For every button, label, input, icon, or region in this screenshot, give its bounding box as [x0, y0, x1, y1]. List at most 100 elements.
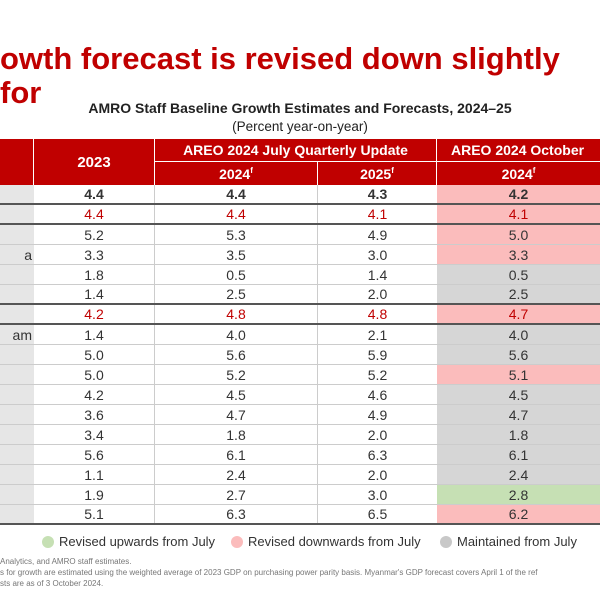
- cell-july-2025: 6.5: [367, 506, 388, 522]
- cell-july-2025: 4.1: [367, 206, 388, 222]
- cell-july-2024: 4.7: [155, 405, 318, 424]
- cell-july-2025: 1.4: [367, 266, 388, 283]
- slide-title: owth forecast is revised down slightly f…: [0, 41, 560, 110]
- cell-july-2024: 6.3: [155, 505, 318, 523]
- table-title: AMRO Staff Baseline Growth Estimates and…: [88, 100, 512, 116]
- cell-july-2025: 4.3: [367, 186, 388, 202]
- table-row: 4.4 4.4 4.3 4.2: [0, 185, 600, 205]
- row-label: [0, 405, 34, 424]
- cell-oct-2024: 4.0: [437, 325, 600, 344]
- cell-oct-2024: 1.8: [437, 425, 600, 444]
- cell-oct-2024: 2.8: [437, 485, 600, 504]
- cell-july-2025: 2.0: [367, 426, 388, 443]
- header-label-cell: [0, 139, 34, 185]
- row-label: [0, 445, 34, 464]
- cell-july-2025: 2.0: [367, 286, 388, 302]
- pink-dot-icon: [231, 535, 243, 548]
- row-label: [0, 505, 34, 523]
- cell-2023: 5.1: [34, 505, 155, 523]
- cell-oct-2024: 4.7: [437, 305, 600, 323]
- cell-oct-2024: 0.5: [437, 265, 600, 284]
- table-row: 5.1 6.3 6.5 6.2: [0, 505, 600, 525]
- cell-july-2025: 5.2: [367, 366, 388, 383]
- cell-july-2024: 4.8: [155, 305, 318, 323]
- row-label: [0, 465, 34, 484]
- cell-oct-2024: 4.2: [437, 185, 600, 203]
- cell-july-2024: 5.3: [155, 225, 318, 244]
- cell-oct-2024: 3.3: [437, 245, 600, 264]
- legend-same: Maintained from July: [440, 534, 577, 549]
- table-row: am 1.4 4.0 2.1 4.0: [0, 325, 600, 345]
- row-label: [0, 205, 34, 223]
- table-row: a 3.3 3.5 3.0 3.3: [0, 245, 600, 265]
- legend-same-label: Maintained from July: [457, 534, 577, 549]
- cell-july-2025: 4.9: [367, 406, 388, 423]
- cell-july-2024: 2.4: [155, 465, 318, 484]
- legend-up-label: Revised upwards from July: [59, 534, 216, 549]
- cell-july-2024: 4.0: [155, 325, 318, 344]
- green-dot-icon: [42, 535, 54, 548]
- footnote-source: Analytics, and AMRO staff estimates.: [0, 557, 132, 566]
- cell-july-2024: 2.7: [155, 485, 318, 504]
- cell-july-2025: 2.0: [367, 466, 388, 483]
- footnote-date: sts are as of 3 October 2024.: [0, 579, 104, 588]
- table-row: 1.4 2.5 2.0 2.5: [0, 285, 600, 305]
- cell-2023: 1.1: [34, 465, 155, 484]
- header-july-2025: 2025 f: [318, 162, 437, 185]
- cell-2023: 1.9: [34, 485, 155, 504]
- cell-2023: 3.3: [34, 245, 155, 264]
- cell-oct-2024: 6.1: [437, 445, 600, 464]
- cell-july-2025: 6.3: [367, 446, 388, 463]
- header-oct-2024: 2024 f: [437, 162, 600, 185]
- table-units: (Percent year-on-year): [232, 119, 368, 134]
- table-row: 4.2 4.5 4.6 4.5: [0, 385, 600, 405]
- cell-2023: 4.2: [34, 305, 155, 323]
- cell-2023: 5.0: [34, 345, 155, 364]
- footnote-method: s for growth are estimated using the wei…: [0, 568, 538, 577]
- row-label: [0, 345, 34, 364]
- cell-oct-2024: 6.2: [437, 505, 600, 523]
- row-label: [0, 385, 34, 404]
- cell-july-2025: 4.6: [367, 386, 388, 403]
- row-label: [0, 185, 34, 203]
- forecast-mark: f: [532, 166, 536, 175]
- legend-down-label: Revised downwards from July: [248, 534, 421, 549]
- cell-2023: 5.6: [34, 445, 155, 464]
- cell-2023: 5.2: [34, 225, 155, 244]
- cell-2023: 1.4: [34, 285, 155, 303]
- header-july-2024: 2024 f: [155, 162, 318, 185]
- cell-2023: 3.6: [34, 405, 155, 424]
- header-july-2025-text: 2025: [360, 165, 392, 182]
- cell-oct-2024: 2.5: [437, 285, 600, 303]
- cell-2023: 4.2: [34, 385, 155, 404]
- legend-up: Revised upwards from July: [42, 534, 215, 549]
- table-row: 5.6 6.1 6.3 6.1: [0, 445, 600, 465]
- cell-july-2024: 0.5: [155, 265, 318, 284]
- cell-july-2024: 4.4: [155, 185, 318, 203]
- cell-2023: 1.8: [34, 265, 155, 284]
- table-row: 4.4 4.4 4.1 4.1: [0, 205, 600, 225]
- table-row: 1.8 0.5 1.4 0.5: [0, 265, 600, 285]
- cell-oct-2024: 4.7: [437, 405, 600, 424]
- header-july-2024-text: 2024: [219, 165, 251, 182]
- forecast-mark: f: [391, 166, 394, 175]
- cell-2023: 4.4: [34, 205, 155, 223]
- cell-july-2024: 5.6: [155, 345, 318, 364]
- cell-july-2025: 3.0: [367, 486, 388, 503]
- footnotes: Analytics, and AMRO staff estimates. s f…: [0, 556, 600, 589]
- cell-2023: 5.0: [34, 365, 155, 384]
- table-row: 3.6 4.7 4.9 4.7: [0, 405, 600, 425]
- row-label: [0, 225, 34, 244]
- cell-july-2024: 3.5: [155, 245, 318, 264]
- cell-oct-2024: 2.4: [437, 465, 600, 484]
- header-july-group: AREO 2024 July Quarterly Update: [155, 139, 437, 162]
- cell-july-2024: 2.5: [155, 285, 318, 303]
- forecast-mark: f: [250, 166, 253, 175]
- row-label: [0, 425, 34, 444]
- cell-oct-2024: 5.6: [437, 345, 600, 364]
- cell-2023: 3.4: [34, 425, 155, 444]
- cell-july-2025: 4.9: [367, 226, 388, 243]
- cell-2023: 1.4: [34, 325, 155, 344]
- cell-oct-2024: 4.1: [437, 205, 600, 223]
- row-label: [0, 265, 34, 284]
